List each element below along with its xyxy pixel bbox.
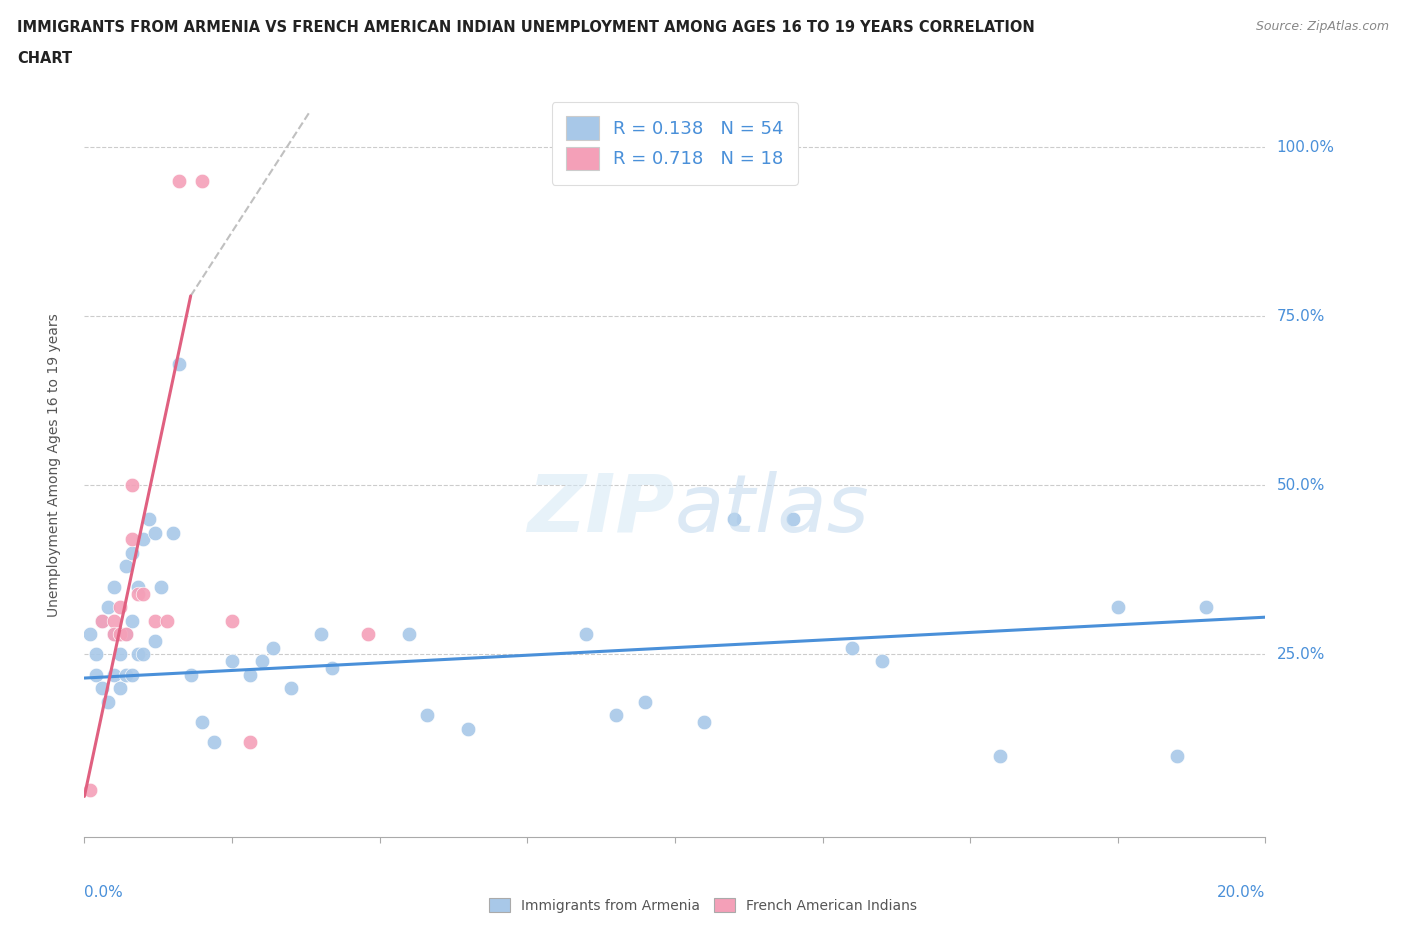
Point <box>262 640 284 655</box>
Point <box>108 647 131 662</box>
Point <box>202 735 225 750</box>
Point <box>114 559 136 574</box>
Point <box>416 708 439 723</box>
Point <box>180 667 202 682</box>
Point <box>162 525 184 540</box>
Point <box>321 660 343 675</box>
Text: Source: ZipAtlas.com: Source: ZipAtlas.com <box>1256 20 1389 33</box>
Point <box>91 681 114 696</box>
Point <box>103 579 125 594</box>
Legend: Immigrants from Armenia, French American Indians: Immigrants from Armenia, French American… <box>484 893 922 919</box>
Point <box>108 627 131 642</box>
Text: 0.0%: 0.0% <box>84 885 124 900</box>
Point <box>634 695 657 710</box>
Point <box>870 654 893 669</box>
Text: 25.0%: 25.0% <box>1277 647 1324 662</box>
Text: ZIP: ZIP <box>527 471 675 549</box>
Point <box>84 647 107 662</box>
Point <box>127 647 149 662</box>
Point <box>121 532 143 547</box>
Point <box>132 586 155 601</box>
Point <box>143 633 166 648</box>
Text: atlas: atlas <box>675 471 870 549</box>
Point <box>97 600 120 615</box>
Point <box>457 722 479 737</box>
Point <box>132 532 155 547</box>
Point <box>132 647 155 662</box>
Point <box>280 681 302 696</box>
Point <box>127 579 149 594</box>
Point <box>114 627 136 642</box>
Point <box>1107 600 1129 615</box>
Point <box>103 613 125 628</box>
Point <box>239 735 262 750</box>
Point <box>191 714 214 729</box>
Point <box>103 627 125 642</box>
Point <box>156 613 179 628</box>
Point <box>91 613 114 628</box>
Point <box>114 667 136 682</box>
Point <box>605 708 627 723</box>
Point <box>121 478 143 493</box>
Point <box>988 749 1011 764</box>
Point <box>191 174 214 189</box>
Point <box>121 667 143 682</box>
Legend: R = 0.138   N = 54, R = 0.718   N = 18: R = 0.138 N = 54, R = 0.718 N = 18 <box>551 102 799 184</box>
Point <box>79 782 101 797</box>
Point <box>575 627 598 642</box>
Text: 50.0%: 50.0% <box>1277 478 1324 493</box>
Point <box>167 356 190 371</box>
Point <box>103 627 125 642</box>
Text: 75.0%: 75.0% <box>1277 309 1324 324</box>
Point <box>121 613 143 628</box>
Text: IMMIGRANTS FROM ARMENIA VS FRENCH AMERICAN INDIAN UNEMPLOYMENT AMONG AGES 16 TO : IMMIGRANTS FROM ARMENIA VS FRENCH AMERIC… <box>17 20 1035 35</box>
Point <box>221 613 243 628</box>
Point <box>91 613 114 628</box>
Point <box>143 525 166 540</box>
Text: 20.0%: 20.0% <box>1218 885 1265 900</box>
Point <box>1166 749 1188 764</box>
Point <box>723 512 745 526</box>
Y-axis label: Unemployment Among Ages 16 to 19 years: Unemployment Among Ages 16 to 19 years <box>46 313 60 617</box>
Point <box>79 627 101 642</box>
Point <box>97 695 120 710</box>
Text: CHART: CHART <box>17 51 72 66</box>
Point <box>239 667 262 682</box>
Point <box>108 600 131 615</box>
Point <box>108 627 131 642</box>
Point <box>127 586 149 601</box>
Point <box>108 681 131 696</box>
Point <box>398 627 420 642</box>
Point <box>693 714 716 729</box>
Point <box>121 546 143 561</box>
Point <box>357 627 380 642</box>
Point <box>114 627 136 642</box>
Point <box>841 640 863 655</box>
Point <box>221 654 243 669</box>
Point <box>167 174 190 189</box>
Point <box>103 667 125 682</box>
Point <box>150 579 173 594</box>
Point <box>309 627 332 642</box>
Point <box>84 667 107 682</box>
Point <box>1195 600 1218 615</box>
Point <box>143 613 166 628</box>
Point <box>250 654 273 669</box>
Point <box>782 512 804 526</box>
Text: 100.0%: 100.0% <box>1277 140 1334 154</box>
Point <box>138 512 160 526</box>
